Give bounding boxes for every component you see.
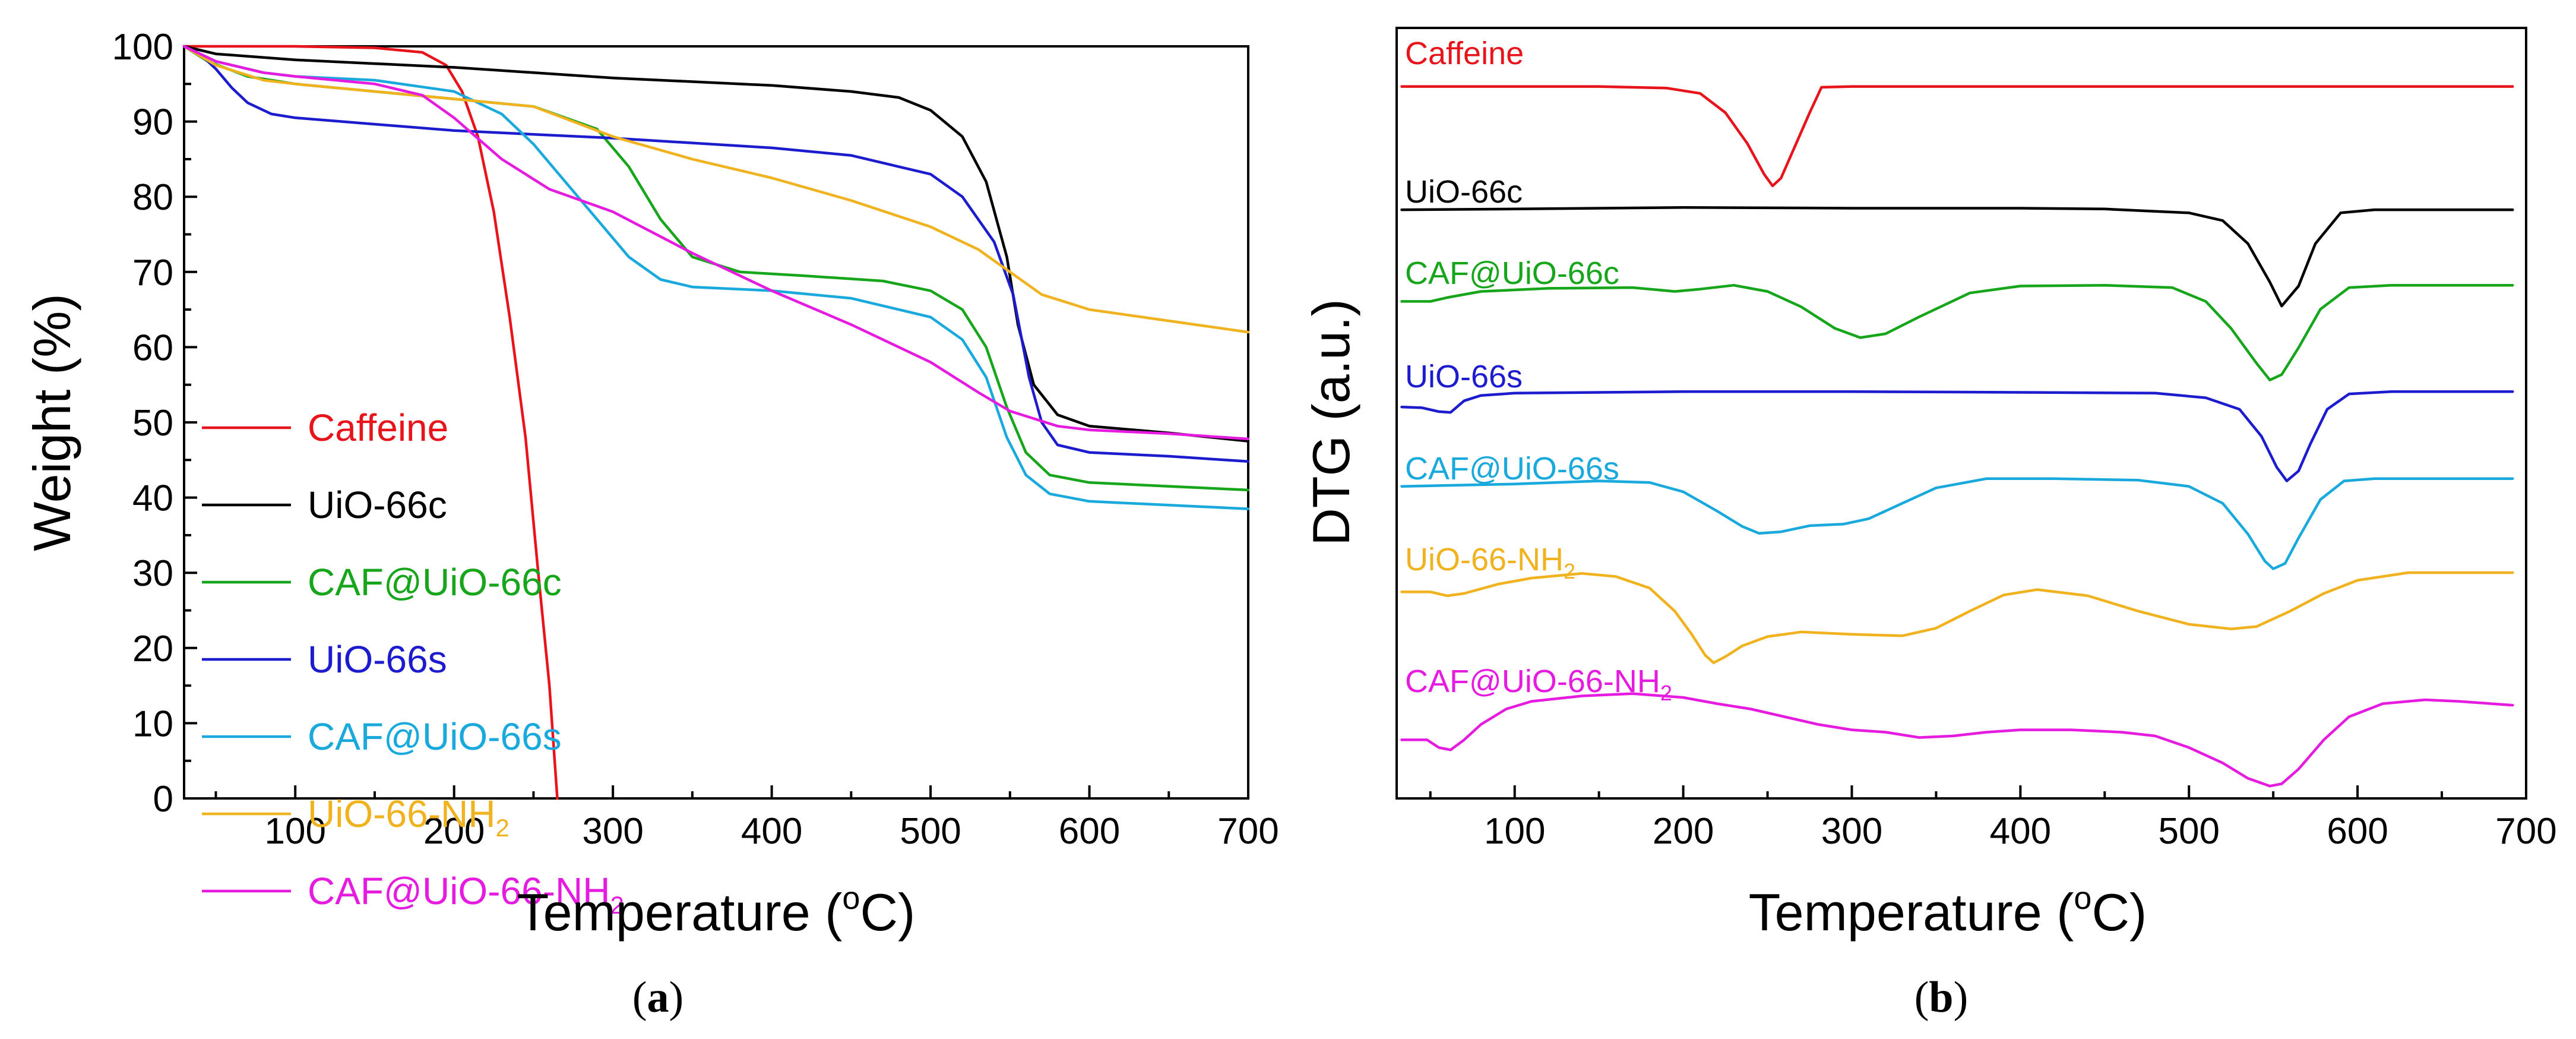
- trace-label-uio66nh2: UiO-66-NH2: [1405, 542, 1575, 583]
- x-tick-label: 600: [1059, 811, 1120, 852]
- trace-label-caffeine: Caffeine: [1405, 36, 1524, 71]
- x-tick-label: 500: [900, 811, 961, 852]
- x-axis-title: Temperature (oC): [1749, 880, 2147, 942]
- series-line-uio66nh2: [1400, 571, 2514, 664]
- legend-label-caf_uio66c: CAF@UiO-66c: [308, 561, 562, 604]
- plot-frame: [1395, 27, 2527, 800]
- x-tick-label: 100: [264, 811, 325, 852]
- x-tick-label: 400: [741, 811, 802, 852]
- trace-label-uio66s: UiO-66s: [1405, 359, 1523, 394]
- y-tick-label: 100: [112, 27, 173, 68]
- y-axis-title: Weight (%): [23, 293, 81, 551]
- legend-label-caf_uio66s: CAF@UiO-66s: [308, 715, 562, 758]
- trace-label-caf_uio66s: CAF@UiO-66s: [1405, 451, 1619, 487]
- x-tick-label: 200: [1653, 811, 1714, 852]
- legend-label-caf_uio66nh2: CAF@UiO-66-NH2: [308, 870, 624, 919]
- series-line-caf_uio66c: [1400, 283, 2514, 381]
- y-tick-label: 40: [132, 478, 173, 519]
- legend-label-uio66nh2: UiO-66-NH2: [308, 792, 509, 842]
- trace-label-uio66c: UiO-66c: [1405, 174, 1523, 210]
- legend: Caffeine UiO-66c CAF@UiO-66c UiO-66s CAF@UiO…: [202, 406, 624, 919]
- x-tick-label: 200: [423, 811, 485, 852]
- x-tick-label: 300: [582, 811, 643, 852]
- x-tick-label: 400: [1990, 811, 2051, 852]
- x-tick-label: 300: [1821, 811, 1882, 852]
- panel-label-b: (b): [1914, 973, 1968, 1022]
- legend-label-uio66c: UiO-66c: [308, 484, 447, 526]
- legend-label-uio66s: UiO-66s: [308, 638, 447, 681]
- y-tick-label: 60: [132, 327, 173, 368]
- series-line-caf_uio66nh2: [182, 45, 1250, 441]
- series-line-uio66s: [182, 45, 1250, 463]
- legend-label-caffeine: Caffeine: [308, 406, 448, 449]
- trace-labels: Caffeine UiO-66c CAF@UiO-66c UiO-66s CAF@UiO…: [1405, 36, 1672, 705]
- tga-chart: 100 200 300 400 500 600 700 0 10 20 30 40 50 60 70 80 90…: [23, 27, 1279, 1022]
- series-line-caffeine: [182, 45, 559, 800]
- series-group: [1400, 85, 2514, 788]
- y-tick-label: 80: [132, 177, 173, 218]
- series-line-caf_uio66s: [182, 45, 1250, 510]
- axis-ticks: 100 200 300 400 500 600 700: [1429, 785, 2557, 852]
- series-line-uio66s: [1400, 390, 2514, 482]
- y-tick-label: 50: [132, 403, 173, 444]
- panel-label-a: (a): [632, 973, 683, 1022]
- series-line-uio66c: [182, 45, 1250, 443]
- y-tick-label: 10: [132, 703, 173, 744]
- series-line-uio66c: [1400, 206, 2514, 308]
- y-tick-label: 0: [153, 779, 173, 820]
- y-tick-label: 30: [132, 553, 173, 594]
- series-line-caf_uio66nh2: [1400, 692, 2514, 788]
- x-tick-label: 600: [2327, 811, 2388, 852]
- x-tick-label: 500: [2159, 811, 2220, 852]
- series-line-caf_uio66s: [1400, 477, 2514, 570]
- y-tick-label: 70: [132, 252, 173, 293]
- dtg-chart: 100 200 300 400 500 600 700 Caffeine UiO-66c CAF…: [1302, 27, 2557, 1022]
- series-line-uio66nh2: [182, 45, 1250, 334]
- y-tick-label: 90: [132, 102, 173, 143]
- axis-ticks: 100 200 300 400 500 600 700 0 10 20 30 40 50 60 70 80 90…: [112, 27, 1279, 852]
- y-tick-label: 20: [132, 629, 173, 669]
- x-tick-label: 700: [1217, 811, 1278, 852]
- trace-label-caf_uio66c: CAF@UiO-66c: [1405, 255, 1619, 291]
- x-tick-label: 700: [2495, 811, 2556, 852]
- x-tick-label: 100: [1484, 811, 1545, 852]
- series-line-caffeine: [1400, 85, 2514, 188]
- trace-label-caf_uio66nh2: CAF@UiO-66-NH2: [1405, 664, 1672, 705]
- x-axis-title: Temperature (oC): [517, 880, 916, 942]
- series-group: [182, 45, 1250, 800]
- y-axis-title: DTG (a.u.): [1302, 299, 1360, 546]
